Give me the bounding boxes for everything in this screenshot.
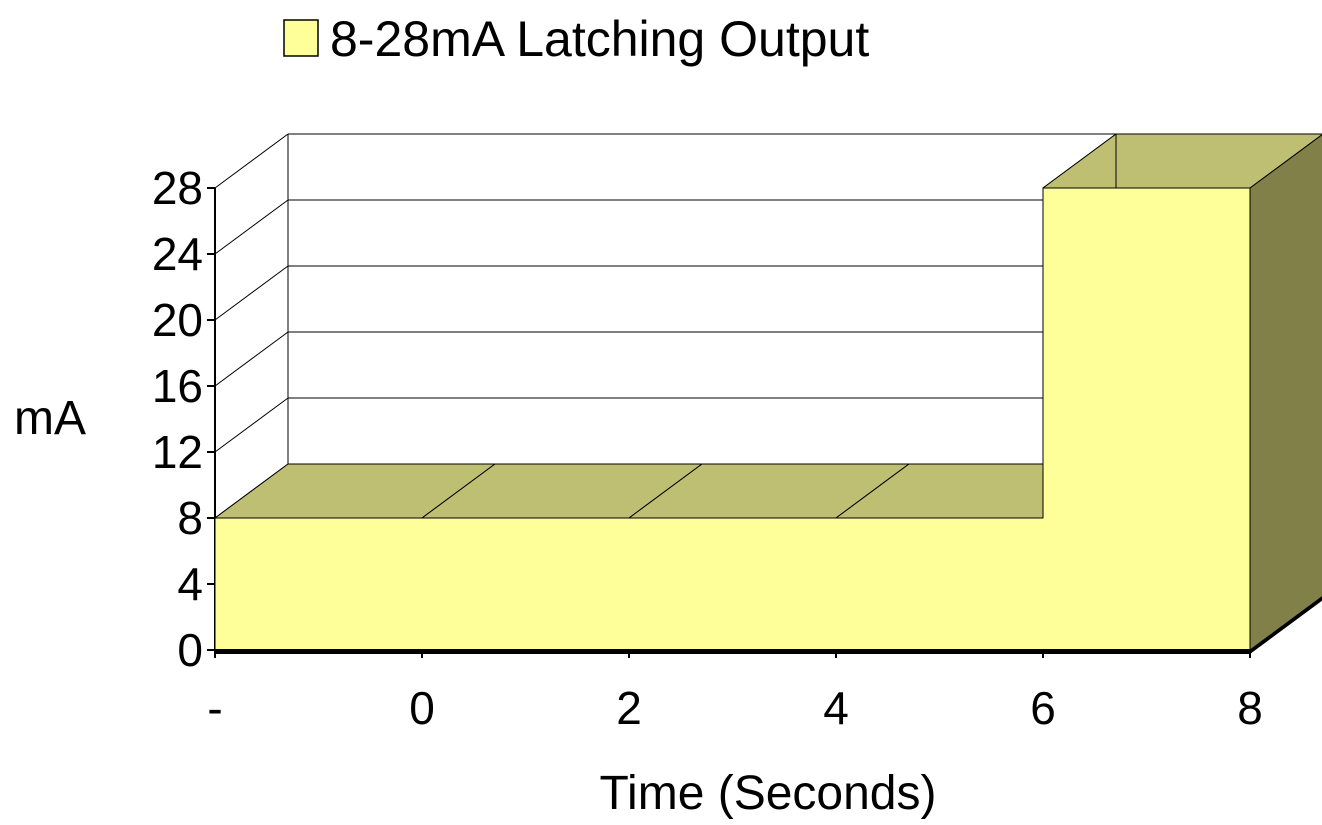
grid-diagonal-6 xyxy=(214,199,289,255)
x-tick-label-3: 4 xyxy=(823,682,849,734)
x-tick-label-2: 2 xyxy=(616,682,642,734)
y-tick-label-1: 4 xyxy=(177,558,203,610)
area-side-face xyxy=(1249,134,1322,651)
legend: 8-28mA Latching Output xyxy=(283,11,869,67)
y-tick-label-3: 12 xyxy=(152,426,203,478)
y-tick-label-2: 8 xyxy=(177,492,203,544)
x-tick-label-1: 0 xyxy=(409,682,435,734)
y-tick-label-0: 0 xyxy=(177,624,203,676)
series-area xyxy=(214,133,1322,654)
x-tick-label-5: 8 xyxy=(1237,682,1263,734)
x-tick-label-0: - xyxy=(207,682,222,734)
area-front-face xyxy=(214,187,1251,651)
x-tick-label-4: 6 xyxy=(1030,682,1056,734)
y-axis: 0 4 8 12 16 20 24 28 xyxy=(152,162,215,676)
y-tick-label-4: 16 xyxy=(152,360,203,412)
y-axis-title: mA xyxy=(14,392,86,445)
grid-diagonal-4 xyxy=(214,331,289,387)
grid-diagonal-5 xyxy=(214,265,289,321)
legend-swatch-0 xyxy=(283,19,319,57)
grid-diagonal-7 xyxy=(214,133,289,189)
y-tick-label-6: 24 xyxy=(152,228,203,280)
grid-diagonal-3 xyxy=(214,397,289,453)
legend-label-0: 8-28mA Latching Output xyxy=(330,11,869,67)
x-axis-title: Time (Seconds) xyxy=(600,767,937,820)
y-tick-label-7: 28 xyxy=(152,162,203,214)
x-axis: - 0 2 4 6 8 xyxy=(207,649,1263,734)
y-tick-label-5: 20 xyxy=(152,294,203,346)
